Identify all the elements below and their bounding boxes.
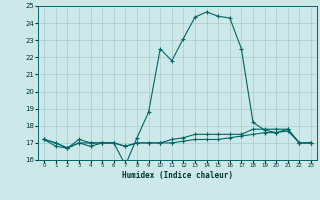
X-axis label: Humidex (Indice chaleur): Humidex (Indice chaleur) (122, 171, 233, 180)
